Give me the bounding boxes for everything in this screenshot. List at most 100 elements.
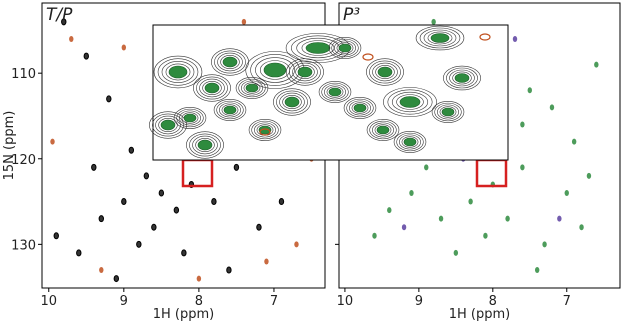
- contour: [219, 102, 241, 118]
- contour: [328, 37, 362, 59]
- contour: [423, 29, 457, 47]
- contour: [369, 60, 401, 84]
- contour: [443, 65, 481, 91]
- peak: [69, 35, 74, 42]
- contour: [334, 40, 356, 56]
- peak: [264, 258, 269, 265]
- peak: [143, 172, 150, 180]
- peak: [91, 163, 97, 171]
- contour: [439, 106, 457, 118]
- contour: [216, 100, 244, 120]
- contour: [199, 78, 225, 98]
- contour-peak: [328, 87, 342, 97]
- contour-minor: [479, 33, 491, 41]
- peak: [520, 164, 525, 171]
- contour: [192, 135, 218, 155]
- peak: [50, 138, 55, 145]
- peak: [431, 18, 436, 25]
- peak: [256, 223, 262, 231]
- peak: [542, 241, 547, 248]
- x-tick-label: 10: [337, 294, 354, 309]
- contour: [434, 102, 462, 122]
- contour: [165, 63, 191, 81]
- contour: [292, 62, 318, 82]
- contour-peak: [399, 96, 421, 108]
- peak: [151, 223, 157, 231]
- contour-minor: [259, 128, 271, 136]
- contour-peak: [160, 119, 176, 131]
- contour-peak: [258, 125, 272, 135]
- contour: [321, 82, 349, 102]
- contour: [176, 108, 204, 128]
- contour-peak: [297, 66, 313, 78]
- contour-peak: [454, 73, 470, 83]
- contour-peak: [403, 137, 417, 147]
- contour-peak: [168, 65, 188, 79]
- peak: [53, 232, 59, 240]
- contour: [157, 58, 199, 86]
- contour: [158, 118, 178, 133]
- contour-peak: [305, 42, 331, 54]
- contour: [193, 74, 231, 102]
- y-axis-label: 15N (ppm): [2, 111, 17, 181]
- x-tick-label: 9: [415, 294, 423, 309]
- contour: [415, 25, 465, 51]
- x-tick-label: 7: [563, 294, 571, 309]
- peak: [196, 275, 202, 282]
- contour: [295, 65, 315, 80]
- peak: [61, 18, 67, 26]
- x-tick-label: 8: [489, 294, 497, 309]
- contour-peak: [430, 33, 450, 43]
- contour: [243, 82, 261, 94]
- contour: [179, 110, 201, 126]
- contour: [279, 92, 305, 112]
- peak: [98, 215, 105, 223]
- peak: [557, 215, 562, 222]
- contour: [273, 88, 311, 116]
- x-tick-label: 8: [195, 294, 203, 309]
- contour: [153, 55, 203, 89]
- contour: [155, 115, 181, 135]
- contour: [449, 69, 475, 87]
- peak: [579, 224, 584, 231]
- contour: [217, 52, 243, 72]
- peak: [278, 198, 285, 206]
- contour: [419, 27, 461, 49]
- peak: [121, 198, 127, 206]
- x-tick-label: 10: [40, 294, 57, 309]
- peak: [294, 241, 299, 248]
- contour: [399, 134, 421, 150]
- contour-peak: [353, 103, 367, 113]
- contour: [383, 87, 437, 117]
- peak: [128, 146, 135, 154]
- contour: [220, 54, 240, 69]
- contour: [152, 113, 184, 137]
- x-axis-label: 1H (ppm): [153, 307, 215, 322]
- contour: [251, 120, 279, 140]
- peak: [468, 198, 473, 205]
- contour-peak: [284, 96, 300, 108]
- contour: [437, 104, 459, 120]
- contour-peak: [223, 105, 237, 115]
- contour: [286, 58, 324, 86]
- contour-peak: [245, 83, 259, 93]
- contour: [282, 95, 302, 110]
- contour: [186, 131, 224, 159]
- contour: [331, 38, 359, 58]
- contour: [401, 136, 419, 148]
- contour: [161, 61, 195, 83]
- peak: [121, 44, 127, 51]
- contour: [427, 31, 453, 45]
- peak: [424, 164, 429, 171]
- contour: [351, 102, 369, 114]
- peak: [99, 267, 104, 274]
- contour: [393, 131, 427, 153]
- contour: [289, 60, 321, 84]
- contour-peak: [377, 66, 393, 78]
- peak: [512, 35, 518, 42]
- contour: [276, 90, 308, 114]
- contour: [391, 91, 429, 113]
- y-tick-label: 110: [11, 67, 36, 82]
- contour: [195, 138, 215, 153]
